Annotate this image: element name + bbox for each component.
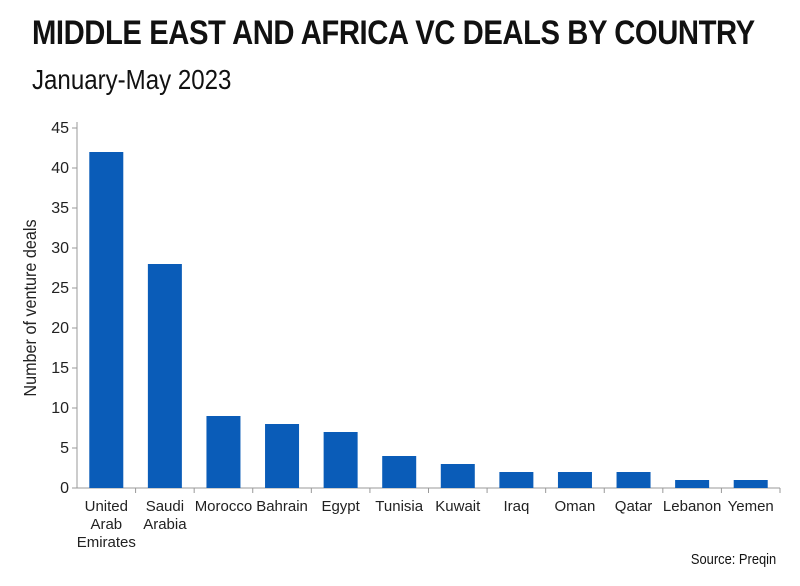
bar bbox=[89, 152, 124, 488]
x-tick-label: Emirates bbox=[77, 534, 136, 551]
x-tick-label: Iraq bbox=[503, 498, 529, 515]
y-tick-label: 15 bbox=[51, 360, 69, 377]
source-note: Source: Preqin bbox=[690, 551, 776, 568]
x-tick-label: Morocco bbox=[195, 498, 253, 515]
y-tick-label: 10 bbox=[51, 400, 69, 417]
bar bbox=[147, 264, 182, 488]
bar bbox=[323, 432, 358, 488]
x-tick-label: United bbox=[85, 498, 128, 515]
y-tick-label: 30 bbox=[51, 240, 69, 257]
y-tick-label: 35 bbox=[51, 200, 69, 217]
y-tick-label: 40 bbox=[51, 160, 69, 177]
bar bbox=[440, 464, 475, 488]
bar bbox=[206, 416, 241, 488]
x-tick-label: Tunisia bbox=[375, 498, 423, 515]
y-tick-label: 20 bbox=[51, 320, 69, 337]
x-tick-label: Bahrain bbox=[256, 498, 308, 515]
x-tick-label: Saudi bbox=[146, 498, 184, 515]
y-tick-label: 45 bbox=[51, 120, 69, 137]
x-tick-label: Yemen bbox=[728, 498, 774, 515]
x-tick-label: Kuwait bbox=[435, 498, 481, 515]
x-tick-label: Oman bbox=[555, 498, 596, 515]
chart-subtitle: January-May 2023 bbox=[32, 64, 232, 95]
bar bbox=[733, 480, 768, 488]
x-tick-label: Arabia bbox=[143, 516, 187, 533]
bar bbox=[265, 424, 300, 488]
y-tick-label: 0 bbox=[60, 480, 69, 497]
x-tick-label: Lebanon bbox=[663, 498, 721, 515]
x-tick-label: Egypt bbox=[321, 498, 360, 515]
chart-title: MIDDLE EAST AND AFRICA VC DEALS BY COUNT… bbox=[32, 14, 755, 52]
y-tick-label: 5 bbox=[60, 440, 69, 457]
x-tick-label: Qatar bbox=[615, 498, 653, 515]
bar bbox=[557, 472, 592, 488]
bar bbox=[499, 472, 534, 488]
bar bbox=[675, 480, 710, 488]
x-tick-label: Arab bbox=[90, 516, 122, 533]
bar bbox=[382, 456, 417, 488]
bar bbox=[616, 472, 651, 488]
y-tick-label: 25 bbox=[51, 280, 69, 297]
y-axis-label: Number of venture deals bbox=[20, 219, 40, 396]
